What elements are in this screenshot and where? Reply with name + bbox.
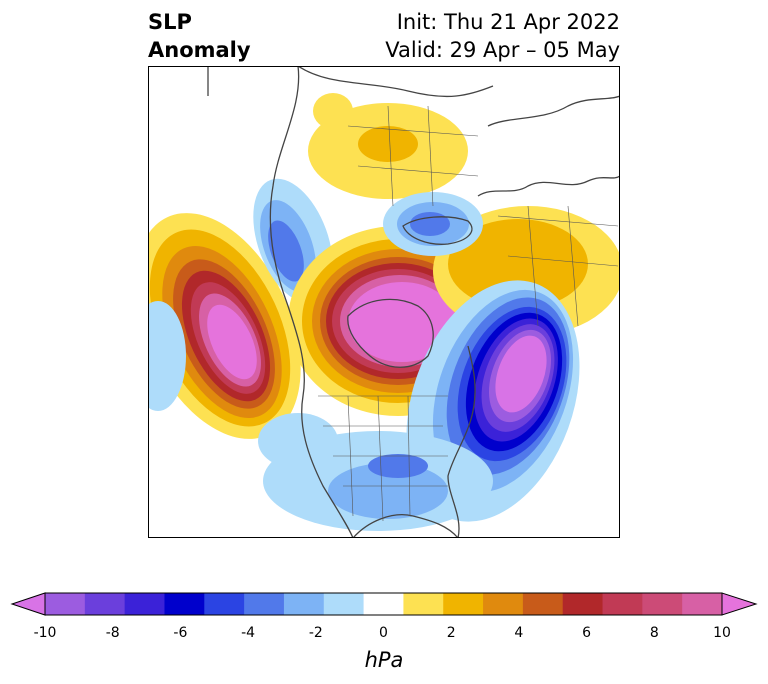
colorbar-segment [323,593,365,615]
colorbar-tick-label: -10 [33,625,57,641]
colorbar-segment [204,593,245,615]
colorbar-segment [642,593,683,615]
colorbar-segment [443,593,484,615]
forecast-dates: Init: Thu 21 Apr 2022 Valid: 29 Apr – 05… [385,8,620,64]
colorbar-segment [403,593,444,615]
colorbar-extend-max [721,592,758,616]
colorbar-tick-label: 8 [649,625,659,641]
colorbar-segment [562,593,604,615]
colorbar-segment [483,593,524,615]
atlantic-low-anomaly [406,280,580,522]
title-line-2: Anomaly [148,38,251,62]
colorbar-segment [124,593,165,615]
colorbar-tick-label: 0 [379,625,388,641]
colorbar-segment [45,593,86,615]
slp-anomaly-map [148,66,620,538]
colorbar-tick-label: -6 [173,625,188,641]
pacific-high-anomaly [148,213,301,439]
pacific-low-anomaly [148,301,186,411]
political-borders [318,105,619,522]
colorbar-tick-label: 6 [582,625,592,641]
colorbar-extend-min [10,592,46,616]
asia-high-anomaly [308,93,468,199]
colorbar-segment [602,593,643,615]
title-line-1: SLP [148,10,192,34]
colorbar-segment [363,593,404,615]
colorbar-outline [44,592,723,616]
colorbar-segment [522,593,564,615]
colorbar-segment [682,593,723,615]
coastlines [207,66,620,538]
colorbar-segment [244,593,285,615]
polar-low-anomaly [383,192,483,256]
colorbar-segment [84,593,126,615]
colorbar-tick-label: -4 [241,625,256,641]
colorbar-tick-label: 10 [713,625,731,641]
init-date: Init: Thu 21 Apr 2022 [396,10,620,34]
colorbar-tick-label: -2 [308,625,323,641]
colorbar-segment [283,593,325,615]
pacific-northeast-low-anomaly [258,413,338,469]
colorbar [10,592,758,616]
colorbar-tick-label: 2 [446,625,456,641]
map-title: SLP Anomaly [148,8,251,64]
colorbar-segment [164,593,205,615]
colorbar-tick-label: 4 [514,625,524,641]
units-label: hPa [364,648,404,672]
valid-date-range: Valid: 29 Apr – 05 May [385,38,620,62]
colorbar-tick-label: -8 [105,625,120,641]
